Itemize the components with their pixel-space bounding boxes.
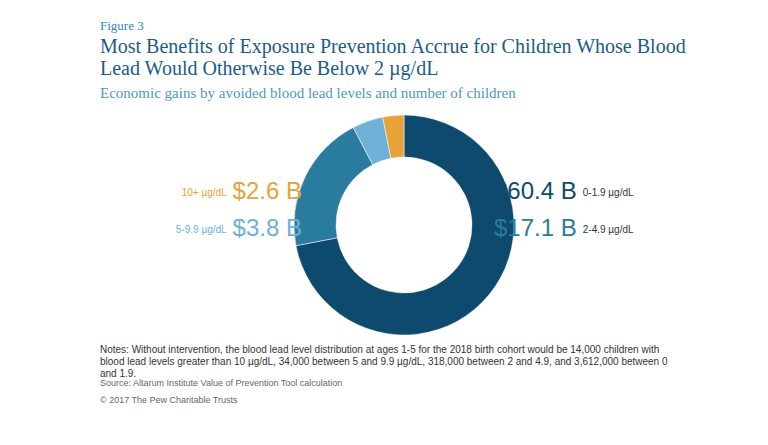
data-label: $3.8 B — [233, 214, 302, 241]
donut — [294, 115, 514, 335]
data-label: $2.6 B — [233, 177, 302, 204]
category-label: 0-1.9 µg/dL — [583, 187, 634, 198]
source: Source: Altarum Institute Value of Preve… — [100, 378, 342, 388]
category-label: 5-9.9 µg/dL — [176, 224, 227, 235]
subtitle: Economic gains by avoided blood lead lev… — [100, 85, 516, 101]
data-label: $17.1 B — [494, 214, 577, 241]
slice — [294, 127, 373, 245]
copyright: © 2017 The Pew Charitable Trusts — [100, 395, 238, 405]
figure-label: Figure 3 — [100, 18, 144, 33]
notes: Notes: Without intervention, the blood l… — [100, 344, 668, 379]
category-label: 2-4.9 µg/dL — [583, 224, 634, 235]
chart: Figure 3 Most Benefits of Exposure Preven… — [0, 0, 768, 445]
category-label: 10+ µg/dL — [182, 187, 227, 198]
data-label: $60.4 B — [494, 177, 577, 204]
title: Most Benefits of Exposure Prevention Acc… — [100, 35, 686, 80]
slice — [383, 115, 404, 158]
